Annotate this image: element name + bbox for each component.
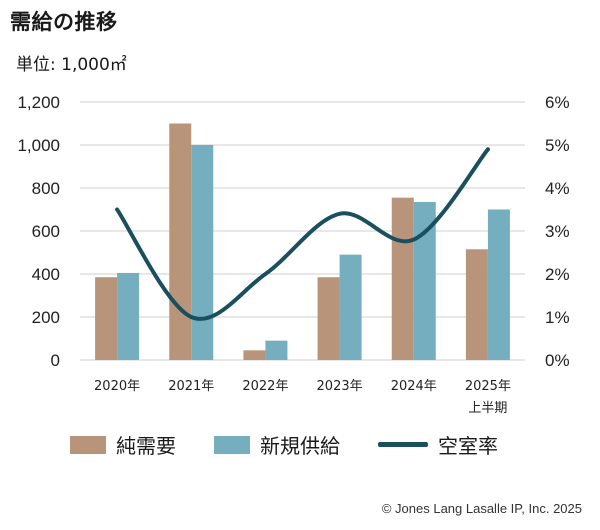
x-tick-sublabel: 上半期: [468, 401, 507, 416]
unit-label: 単位: 1,000㎡: [16, 55, 127, 75]
legend-item-new-supply: 新規供給: [214, 430, 340, 459]
bar-new-supply: [339, 254, 362, 360]
y-right-tick-label: 3%: [545, 222, 570, 241]
y-left-tick-label: 800: [32, 179, 60, 198]
y-left-tick-label: 0: [51, 351, 60, 370]
bar-net-demand: [95, 277, 118, 360]
legend-label-net-demand: 純需要: [116, 434, 176, 458]
y-right-tick-label: 4%: [545, 179, 570, 198]
bar-new-supply: [265, 340, 288, 360]
y-right-tick-label: 1%: [545, 308, 570, 327]
y-right-tick-label: 6%: [545, 93, 570, 112]
legend-item-net-demand: 純需要: [70, 430, 176, 459]
x-tick-label: 2021年: [168, 379, 214, 394]
y-right-tick-label: 5%: [545, 136, 570, 155]
y-right-tick-label: 0%: [545, 351, 570, 370]
y-left-tick-label: 400: [32, 265, 60, 284]
legend-swatch-net-demand: [70, 435, 106, 454]
bar-new-supply: [191, 145, 214, 360]
chart: 0 200 400 600 800 1,000 1,200 0% 1% 2% 3% 4% 5% 6% 202…: [17, 93, 570, 416]
bar-net-demand: [391, 197, 414, 360]
bar-net-demand: [169, 123, 192, 360]
legend-label-vacancy-rate: 空室率: [438, 434, 498, 458]
x-tick-label: 2025年: [465, 379, 511, 394]
x-tick-label: 2020年: [94, 379, 140, 394]
legend-item-vacancy-rate: 空室率: [378, 430, 498, 459]
y-left-tick-label: 1,200: [17, 93, 60, 112]
x-tick-label: 2023年: [317, 379, 363, 394]
y-left-tick-label: 600: [32, 222, 60, 241]
vacancy-rate-line: [115, 147, 490, 321]
legend-swatch-vacancy-rate: [378, 442, 428, 447]
x-tick-label: 2024年: [391, 379, 437, 394]
bar-new-supply: [413, 201, 436, 360]
bar-new-supply: [117, 272, 140, 360]
x-tick-label: 2022年: [242, 379, 288, 394]
bar-net-demand: [465, 249, 488, 360]
bar-net-demand: [243, 350, 266, 360]
y-left-tick-label: 1,000: [17, 136, 60, 155]
y-left-tick-label: 200: [32, 308, 60, 327]
copyright: © Jones Lang Lasalle IP, Inc. 2025: [381, 501, 582, 516]
y-right-tick-label: 2%: [545, 265, 570, 284]
chart-title: 需給の推移: [10, 10, 118, 34]
bar-net-demand: [317, 277, 340, 360]
legend-label-new-supply: 新規供給: [260, 434, 340, 458]
legend-swatch-new-supply: [214, 435, 250, 454]
legend: 純需要 新規供給 空室率: [70, 430, 536, 459]
bar-new-supply: [487, 209, 510, 360]
